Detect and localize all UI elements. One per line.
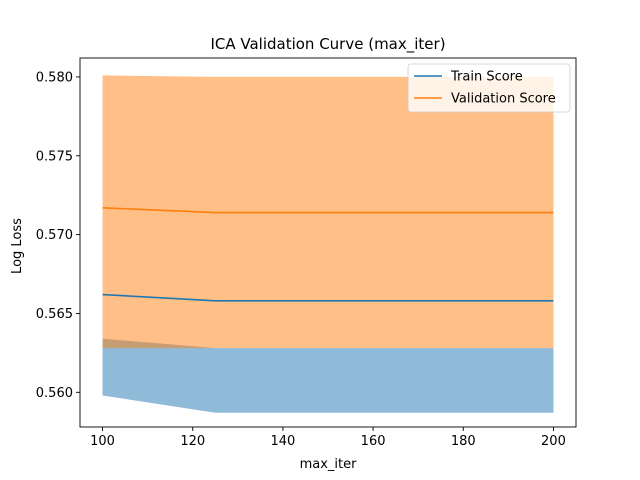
- x-axis-title: max_iter: [300, 457, 358, 472]
- series-lines: [102, 207, 554, 302]
- line-validation-score: [102, 207, 554, 214]
- x-tick-label: 120: [180, 434, 205, 449]
- x-tick-label: 200: [541, 434, 566, 449]
- y-tick-label: 0.575: [36, 149, 73, 164]
- chart-title: ICA Validation Curve (max_iter): [210, 35, 445, 54]
- y-axis-title: Log Loss: [10, 218, 25, 274]
- y-tick-label: 0.565: [36, 307, 73, 322]
- x-tick-label: 140: [270, 434, 295, 449]
- legend-box: [407, 63, 571, 113]
- band-train: [102, 338, 554, 413]
- y-tick-label: 0.580: [36, 70, 73, 85]
- confidence-bands: [102, 75, 554, 413]
- y-tick-label: 0.570: [36, 228, 73, 243]
- x-tick-label: 180: [451, 434, 476, 449]
- legend-label-validation: Validation Score: [451, 92, 556, 107]
- x-tick-label: 100: [90, 434, 115, 449]
- axes: [79, 57, 577, 428]
- plot-frame: [79, 57, 577, 428]
- y-tick-label: 0.560: [36, 386, 73, 401]
- legend: Train Score Validation Score: [407, 63, 571, 113]
- legend-label-train: Train Score: [450, 70, 523, 85]
- tick-marks: 100 120 140 160 180 200 0.560 0.565 0.570 0.575 0.…: [36, 70, 566, 449]
- line-train-score: [102, 293, 554, 302]
- x-tick-label: 160: [361, 434, 386, 449]
